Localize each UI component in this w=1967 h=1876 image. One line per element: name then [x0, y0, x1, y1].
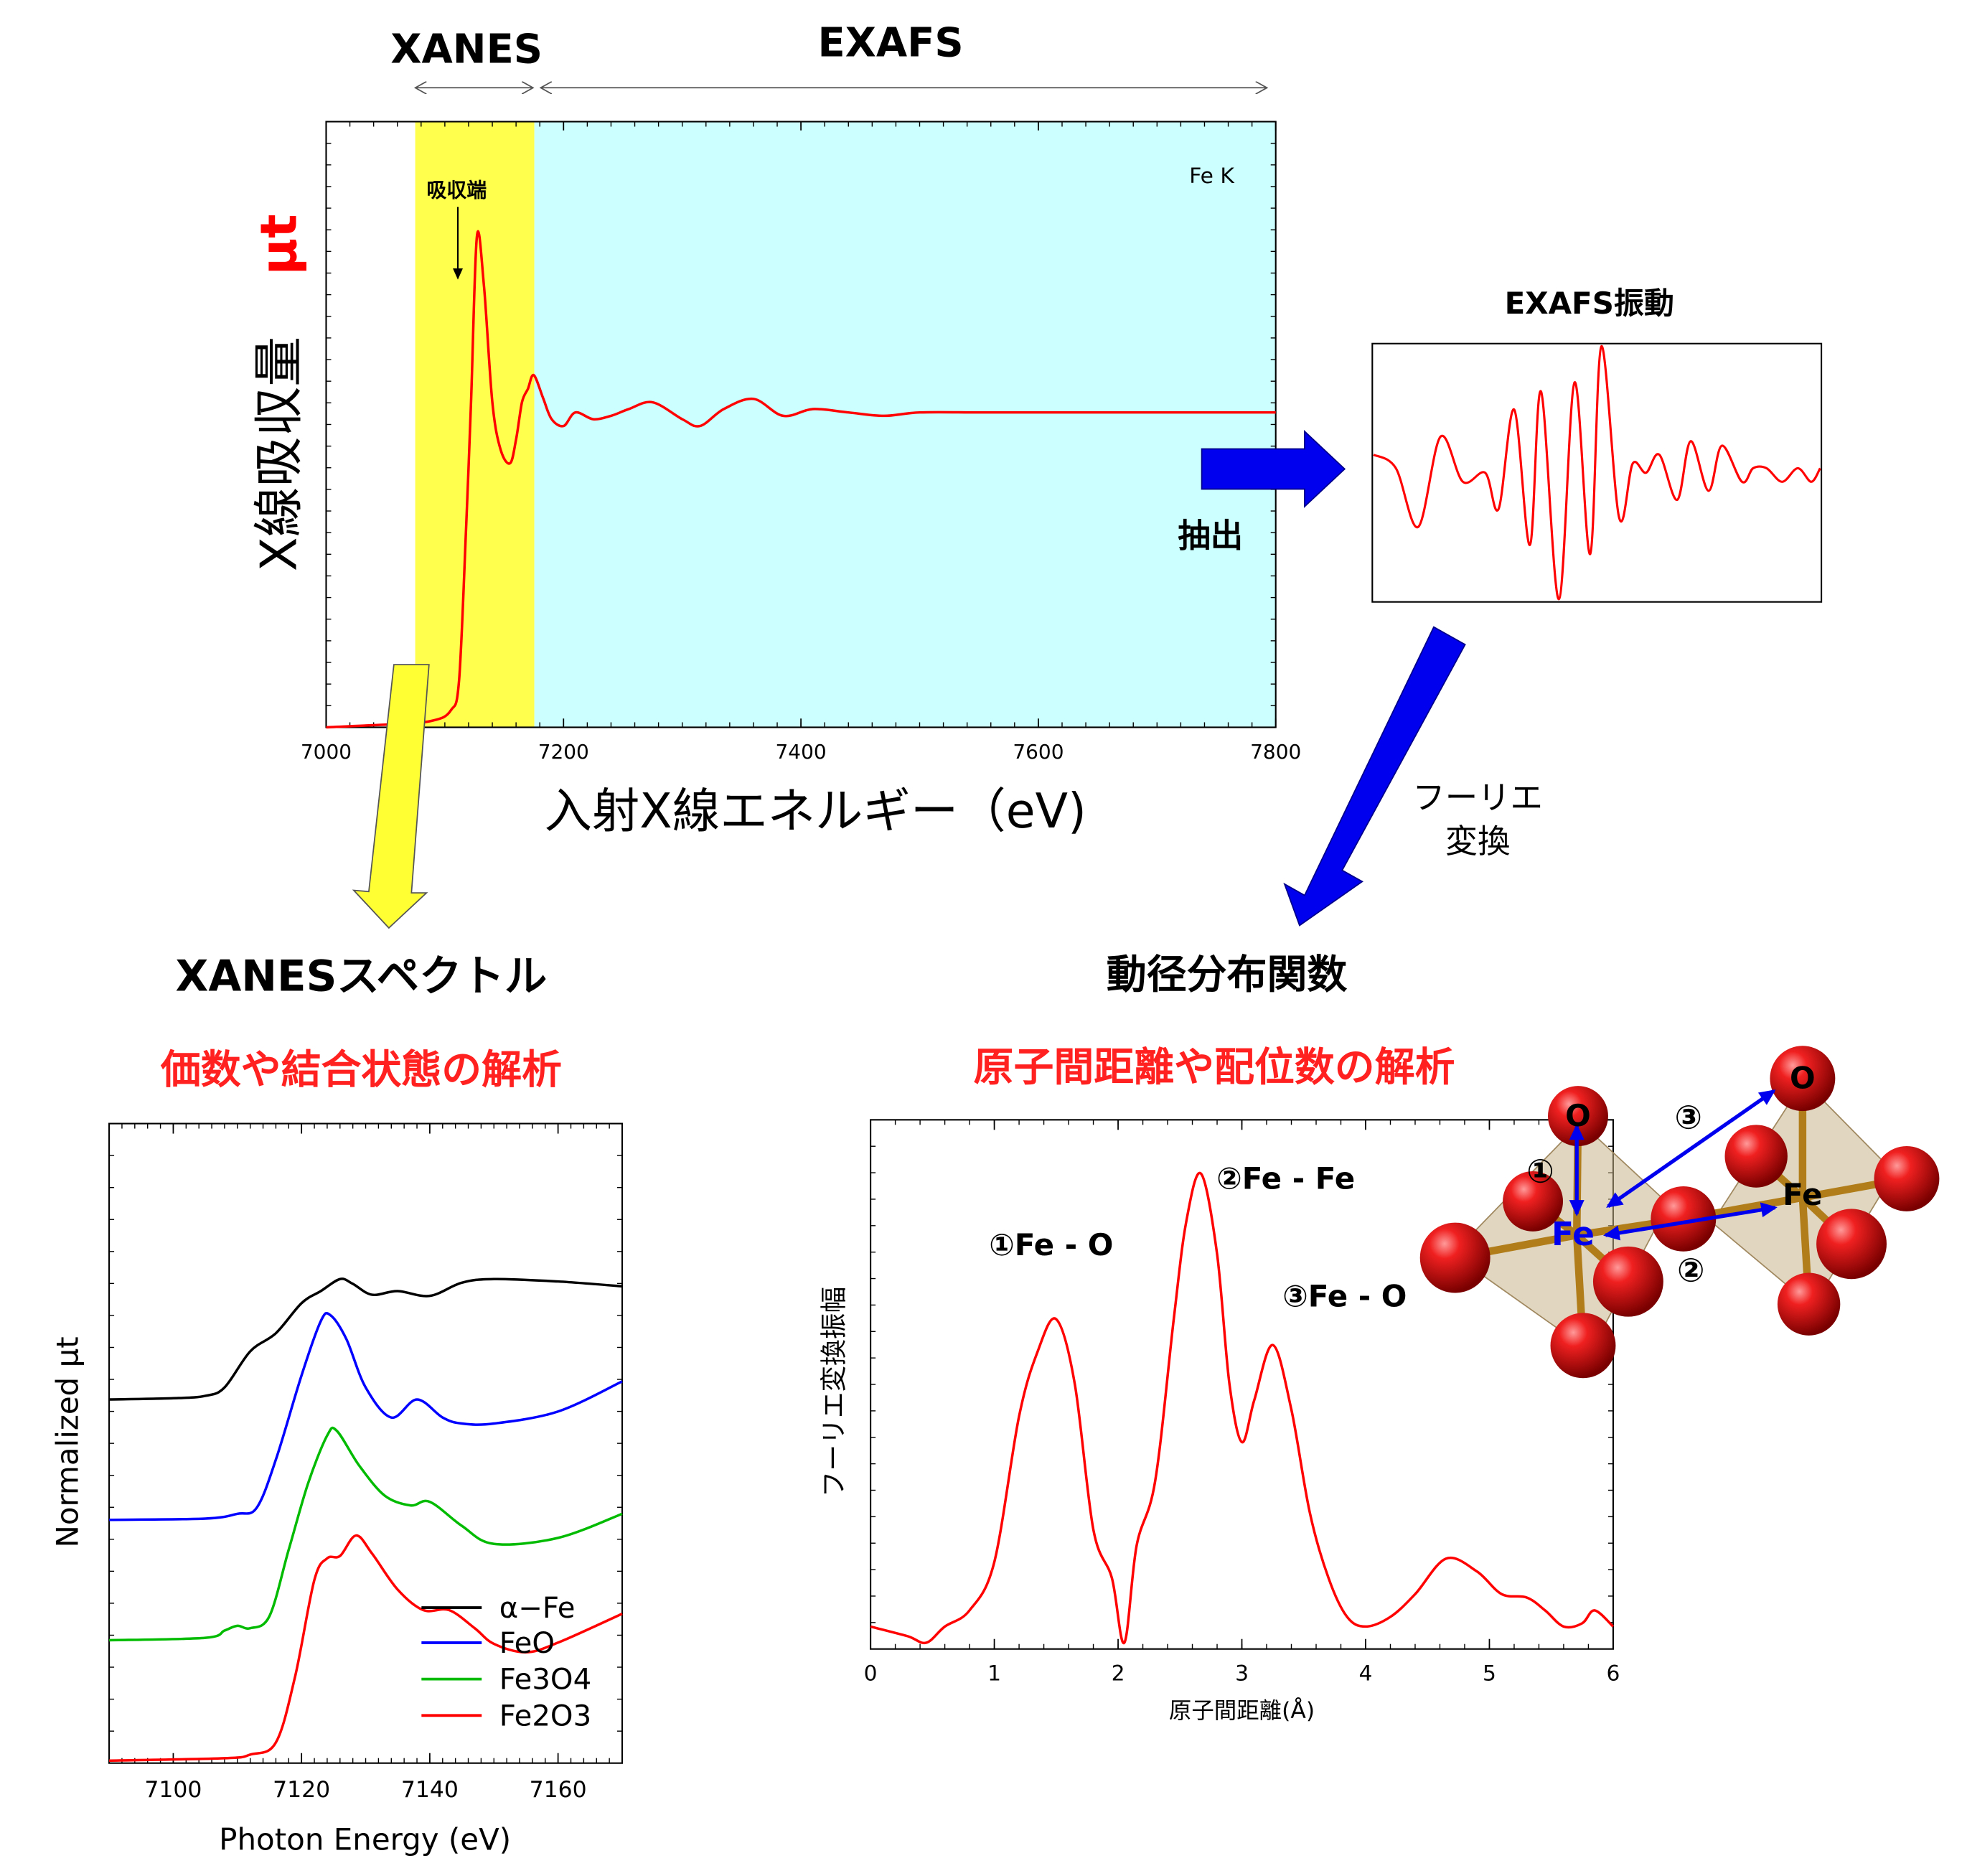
- exafs-oscillation-panel: EXAFS振動: [1371, 286, 1823, 603]
- bond-label-2: ②: [1677, 1252, 1704, 1290]
- rdf-y-axis-label: フーリエ変換振幅: [819, 1287, 850, 1497]
- rdf-panel-ticks: [870, 1120, 1614, 1649]
- fourier-label-line2: 変換: [1445, 822, 1511, 860]
- main-x-tick-label: 7800: [1250, 740, 1301, 764]
- rdf-x-tick-label: 1: [987, 1661, 1001, 1686]
- exafs-oscillation-title: EXAFS振動: [1505, 286, 1674, 321]
- atom-label-o-left: O: [1565, 1098, 1591, 1133]
- extract-arrow: [1201, 430, 1346, 508]
- atom-label-fe-right: Fe: [1783, 1177, 1822, 1212]
- bond-label-1: ①: [1526, 1153, 1554, 1191]
- main-x-tick-label: 7400: [776, 740, 827, 764]
- peak-label-fe-fe-2: ②Fe - Fe: [1216, 1160, 1355, 1196]
- atom-label-fe-left: Fe: [1551, 1215, 1595, 1253]
- series-alpha-fe-line: [109, 1277, 623, 1401]
- rdf-panel-x-tick-labels: 0 1 2 3 4 5 6: [864, 1661, 1620, 1686]
- exafs-label: EXAFS: [818, 20, 964, 67]
- series-feo-line: [109, 1311, 623, 1521]
- xanes-x-tick-label: 7160: [530, 1777, 587, 1803]
- rdf-panel-subtitle: 原子間距離や配位数の解析: [974, 1044, 1455, 1091]
- legend-label-fe3o4: Fe3O4: [499, 1664, 591, 1697]
- rdf-x-tick-label: 2: [1112, 1661, 1125, 1686]
- xanes-panel-subtitle: 価数や結合状態の解析: [160, 1047, 562, 1094]
- xanes-panel-frame: [108, 1122, 624, 1764]
- rdf-x-tick-label: 6: [1606, 1661, 1620, 1686]
- bond-label-3: ③: [1675, 1099, 1702, 1137]
- crystal-structure-illustration: O O Fe Fe ① ② ③: [1419, 1046, 1940, 1379]
- main-spectrum: 7000 7200 7400 7600 7800 XANES EXAFS Fe K 吸収…: [250, 20, 1302, 840]
- rdf-curve: [870, 1171, 1615, 1645]
- exafs-region: [534, 121, 1276, 728]
- distance-arrows: [1569, 1089, 1778, 1241]
- rdf-panel-title: 動径分布関数: [1107, 952, 1348, 998]
- xanes-legend: α−Fe FeO Fe3O4 Fe2O3: [421, 1592, 591, 1732]
- legend-label-feo: FeO: [499, 1627, 555, 1660]
- edge-label: Fe K: [1189, 164, 1235, 189]
- main-x-tick-label: 7200: [538, 740, 589, 764]
- xanes-x-tick-label: 7140: [401, 1777, 459, 1803]
- xanes-spectrum-panel: XANESスペクトル 価数や結合状態の解析 7100 7120 7140 7160 N…: [50, 952, 624, 1857]
- main-spectrum-frame: [325, 121, 1277, 728]
- rdf-x-axis-label: 原子間距離(Å): [1169, 1697, 1315, 1724]
- main-x-tick-label: 7600: [1013, 740, 1064, 764]
- extract-label: 抽出: [1178, 517, 1243, 555]
- rdf-x-tick-label: 0: [864, 1661, 878, 1686]
- main-y-axis-label: X線吸収量: [250, 337, 309, 571]
- absorption-edge-label: 吸収端: [426, 178, 487, 202]
- main-x-tick-label: 7000: [301, 740, 352, 764]
- xanes-arrow: [352, 664, 430, 929]
- oxygen-atoms: [1419, 1046, 1940, 1379]
- fourier-label-line1: フーリエ: [1412, 779, 1543, 817]
- series-fe2o3-line: [109, 1534, 623, 1762]
- rdf-panel-frame: [870, 1119, 1614, 1650]
- main-y-axis-symbol: μt: [250, 214, 309, 275]
- exafs-oscillation-frame: [1371, 342, 1823, 603]
- xanes-panel-x-axis-label: Photon Energy (eV): [219, 1821, 511, 1857]
- rdf-x-tick-label: 5: [1483, 1661, 1496, 1686]
- atom-label-o-right: O: [1790, 1061, 1816, 1096]
- rdf-panel: 動径分布関数 原子間距離や配位数の解析 0 1 2 3 4 5 6 フーリエ変換振幅 原子間…: [819, 952, 1620, 1724]
- xanes-panel-title: XANESスペクトル: [176, 952, 548, 1001]
- xanes-panel-ticks: [108, 1123, 623, 1763]
- xanes-x-tick-label: 7120: [273, 1777, 330, 1803]
- series-fe3o4-line: [109, 1426, 623, 1642]
- xanes-label: XANES: [390, 26, 543, 72]
- peak-label-fe-o-1: ①Fe - O: [989, 1227, 1113, 1262]
- xanes-region: [415, 121, 535, 728]
- xanes-panel-y-axis-label: Normalized μt: [50, 1336, 85, 1547]
- rdf-x-tick-label: 3: [1235, 1661, 1249, 1686]
- xanes-panel-x-tick-labels: 7100 7120 7140 7160: [144, 1777, 586, 1803]
- peak-label-fe-o-3: ③Fe - O: [1282, 1279, 1407, 1314]
- xanes-x-tick-label: 7100: [144, 1777, 202, 1803]
- main-spectrum-curve: [326, 230, 1276, 729]
- legend-label-alpha-fe: α−Fe: [499, 1592, 576, 1625]
- exafs-oscillation-curve: [1373, 345, 1821, 601]
- main-spectrum-x-tick-labels: 7000 7200 7400 7600 7800: [301, 740, 1301, 764]
- rdf-x-tick-label: 4: [1359, 1661, 1373, 1686]
- legend-label-fe2o3: Fe2O3: [499, 1699, 591, 1732]
- fourier-arrow: [1283, 626, 1466, 927]
- main-x-axis-label: 入射X線エネルギー（eV): [544, 783, 1086, 839]
